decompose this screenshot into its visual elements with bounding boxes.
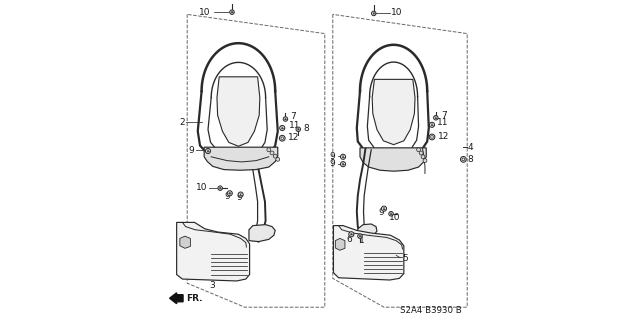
Text: S2A4 B3930 B: S2A4 B3930 B (399, 306, 461, 315)
Circle shape (340, 154, 346, 159)
Circle shape (421, 155, 425, 159)
Circle shape (358, 234, 362, 238)
Text: 10: 10 (196, 183, 207, 192)
Circle shape (238, 192, 243, 197)
Text: 12: 12 (288, 133, 300, 142)
Polygon shape (249, 225, 275, 242)
Text: 3: 3 (209, 281, 214, 290)
Circle shape (281, 137, 284, 140)
Text: 1: 1 (360, 236, 365, 245)
Text: 4: 4 (468, 143, 474, 152)
Text: 7: 7 (291, 112, 296, 121)
Circle shape (280, 135, 285, 141)
Circle shape (462, 158, 465, 161)
Text: 6: 6 (346, 236, 351, 244)
Polygon shape (177, 222, 250, 281)
Circle shape (431, 136, 433, 138)
Circle shape (423, 159, 427, 163)
Polygon shape (204, 147, 278, 170)
Circle shape (381, 206, 387, 211)
Circle shape (230, 10, 234, 14)
Text: 10: 10 (388, 213, 400, 222)
Polygon shape (358, 224, 377, 237)
Text: 9: 9 (237, 193, 242, 202)
Text: 9: 9 (378, 208, 383, 217)
Polygon shape (180, 236, 191, 248)
Text: 9: 9 (330, 159, 335, 168)
Text: 10: 10 (199, 8, 211, 17)
Text: 12: 12 (438, 132, 449, 141)
Circle shape (273, 154, 277, 158)
Polygon shape (335, 238, 345, 250)
Circle shape (280, 125, 285, 131)
Circle shape (205, 148, 211, 154)
Circle shape (388, 212, 393, 216)
Circle shape (340, 162, 346, 167)
Circle shape (267, 148, 271, 152)
Circle shape (227, 191, 232, 196)
Polygon shape (372, 79, 415, 145)
FancyArrow shape (170, 293, 183, 304)
Circle shape (417, 148, 420, 152)
Text: 10: 10 (391, 8, 403, 17)
Circle shape (419, 151, 423, 155)
Circle shape (429, 134, 435, 140)
Circle shape (371, 11, 376, 16)
Circle shape (296, 127, 301, 132)
Polygon shape (360, 148, 426, 171)
Circle shape (276, 157, 280, 161)
Text: 8: 8 (467, 155, 473, 164)
Circle shape (218, 186, 223, 190)
Circle shape (429, 122, 435, 127)
Circle shape (349, 232, 354, 237)
Text: 5: 5 (403, 254, 408, 263)
Text: FR.: FR. (186, 294, 203, 303)
Circle shape (270, 151, 274, 155)
Text: 9: 9 (330, 152, 335, 161)
Text: 11: 11 (437, 118, 449, 127)
Polygon shape (217, 77, 260, 146)
Circle shape (433, 116, 438, 120)
Text: 11: 11 (289, 121, 300, 130)
Text: 9: 9 (225, 192, 230, 201)
Text: 8: 8 (303, 124, 309, 133)
Polygon shape (333, 226, 404, 280)
Text: 7: 7 (441, 111, 447, 120)
Circle shape (283, 117, 288, 121)
Text: 9: 9 (189, 146, 195, 155)
Circle shape (461, 156, 466, 162)
Text: 2: 2 (179, 118, 185, 127)
